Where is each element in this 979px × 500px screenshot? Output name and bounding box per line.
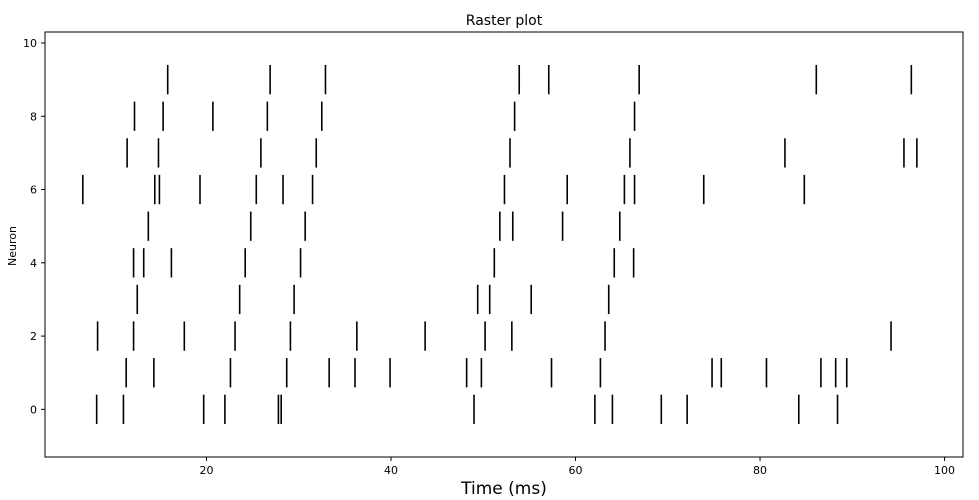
- x-tick-label-40: 40: [384, 464, 398, 477]
- x-axis-label: Time (ms): [460, 479, 547, 499]
- y-tick-label-8: 8: [30, 110, 37, 123]
- spike-layer: [82, 64, 918, 425]
- chart-title: Raster plot: [466, 13, 543, 29]
- x-tick-label-80: 80: [753, 464, 767, 477]
- y-tick-label-4: 4: [30, 257, 37, 270]
- y-tick-label-2: 2: [30, 330, 37, 343]
- y-tick-label-6: 6: [30, 184, 37, 197]
- y-axis: 0 2 4 6 8 10: [23, 37, 45, 416]
- y-axis-label: Neuron: [6, 226, 19, 266]
- x-tick-label-100: 100: [934, 464, 955, 477]
- x-tick-label-60: 60: [569, 464, 583, 477]
- plot-frame: [44, 31, 964, 458]
- y-tick-label-10: 10: [23, 37, 37, 50]
- x-axis: 20 40 60 80 100: [199, 457, 955, 477]
- x-tick-label-20: 20: [199, 464, 213, 477]
- y-tick-label-0: 0: [30, 403, 37, 416]
